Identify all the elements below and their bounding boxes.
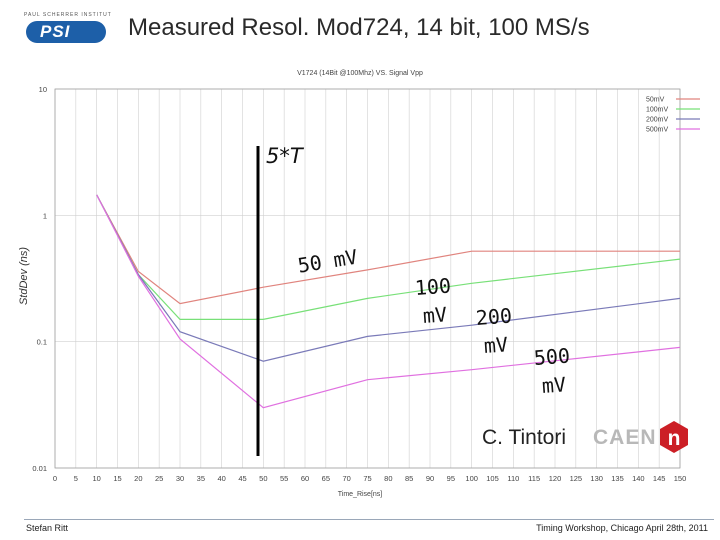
series-line-200mV <box>96 194 681 362</box>
caen-logo: CAEN n <box>593 420 693 456</box>
annotation-100mv-unit: mV <box>422 302 448 328</box>
series-line-50mV <box>96 194 680 305</box>
y-tick-label: 0.01 <box>32 464 47 473</box>
legend-label: 100mV <box>646 107 669 114</box>
x-tick-label: 135 <box>611 474 624 483</box>
footer-divider <box>24 519 714 520</box>
x-tick-label: 40 <box>217 474 225 483</box>
footer-author: Stefan Ritt <box>26 523 69 533</box>
x-tick-label: 30 <box>176 474 184 483</box>
x-tick-label: 120 <box>549 474 562 483</box>
annotation-5t: 5*T <box>266 144 303 168</box>
y-tick-label: 0.1 <box>37 338 47 347</box>
x-tick-label: 65 <box>322 474 330 483</box>
plot-frame <box>54 88 681 469</box>
x-tick-label: 140 <box>632 474 645 483</box>
footer-event: Timing Workshop, Chicago April 28th, 201… <box>536 523 708 533</box>
caen-hex-icon: n <box>660 421 688 453</box>
x-tick-label: 105 <box>486 474 499 483</box>
x-tick-label: 20 <box>134 474 142 483</box>
x-tick-label: 5 <box>74 474 78 483</box>
annotation-200mv-unit: mV <box>483 332 509 358</box>
annotation-200mv-value: 200 <box>475 303 513 330</box>
logo-institute-name: PAUL SCHERRER INSTITUT <box>24 12 112 18</box>
x-tick-label: 25 <box>155 474 163 483</box>
x-tick-label: 100 <box>465 474 478 483</box>
x-tick-label: 55 <box>280 474 288 483</box>
legend-label: 50mV <box>646 97 665 104</box>
x-tick-label: 50 <box>259 474 267 483</box>
page-title: Measured Resol. Mod724, 14 bit, 100 MS/s <box>128 14 590 41</box>
x-tick-label: 45 <box>238 474 246 483</box>
series-line-500mV <box>96 194 681 409</box>
chart-title: V1724 (14Bit @100Mhz) VS. Signal Vpp <box>297 70 423 77</box>
legend-label: 200mV <box>646 117 669 124</box>
x-tick-label: 15 <box>113 474 121 483</box>
legend-label: 500mV <box>646 127 669 134</box>
x-tick-label: 145 <box>653 474 666 483</box>
logo-text: PSI <box>40 22 71 41</box>
x-tick-label: 110 <box>507 474 519 483</box>
x-tick-label: 70 <box>342 474 350 483</box>
x-tick-label: 75 <box>363 474 371 483</box>
psi-logo: PAUL SCHERRER INSTITUT PSI <box>24 12 116 46</box>
x-tick-label: 90 <box>426 474 434 483</box>
x-tick-label: 80 <box>384 474 392 483</box>
x-tick-label: 115 <box>528 474 540 483</box>
x-tick-label: 10 <box>92 474 100 483</box>
x-tick-label: 0 <box>53 474 57 483</box>
annotation-100mv-value: 100 <box>414 273 452 300</box>
x-tick-label: 150 <box>674 474 687 483</box>
x-axis-label: Time_Rise[ns] <box>337 491 383 498</box>
y-tick-label: 1 <box>43 211 47 220</box>
caen-mark-letter: n <box>668 427 681 450</box>
annotation-500mv-unit: mV <box>541 372 567 398</box>
logo-badge: PSI <box>26 21 106 43</box>
author-credit: C. Tintori <box>482 426 567 449</box>
x-tick-label: 35 <box>197 474 205 483</box>
caen-wordmark: CAEN <box>593 426 657 449</box>
x-tick-label: 60 <box>301 474 309 483</box>
y-tick-label: 10 <box>39 85 47 94</box>
x-tick-label: 130 <box>590 474 603 483</box>
x-tick-label: 85 <box>405 474 413 483</box>
x-tick-label: 125 <box>570 474 583 483</box>
annotation-500mv-value: 500 <box>533 343 571 370</box>
x-tick-label: 95 <box>447 474 455 483</box>
